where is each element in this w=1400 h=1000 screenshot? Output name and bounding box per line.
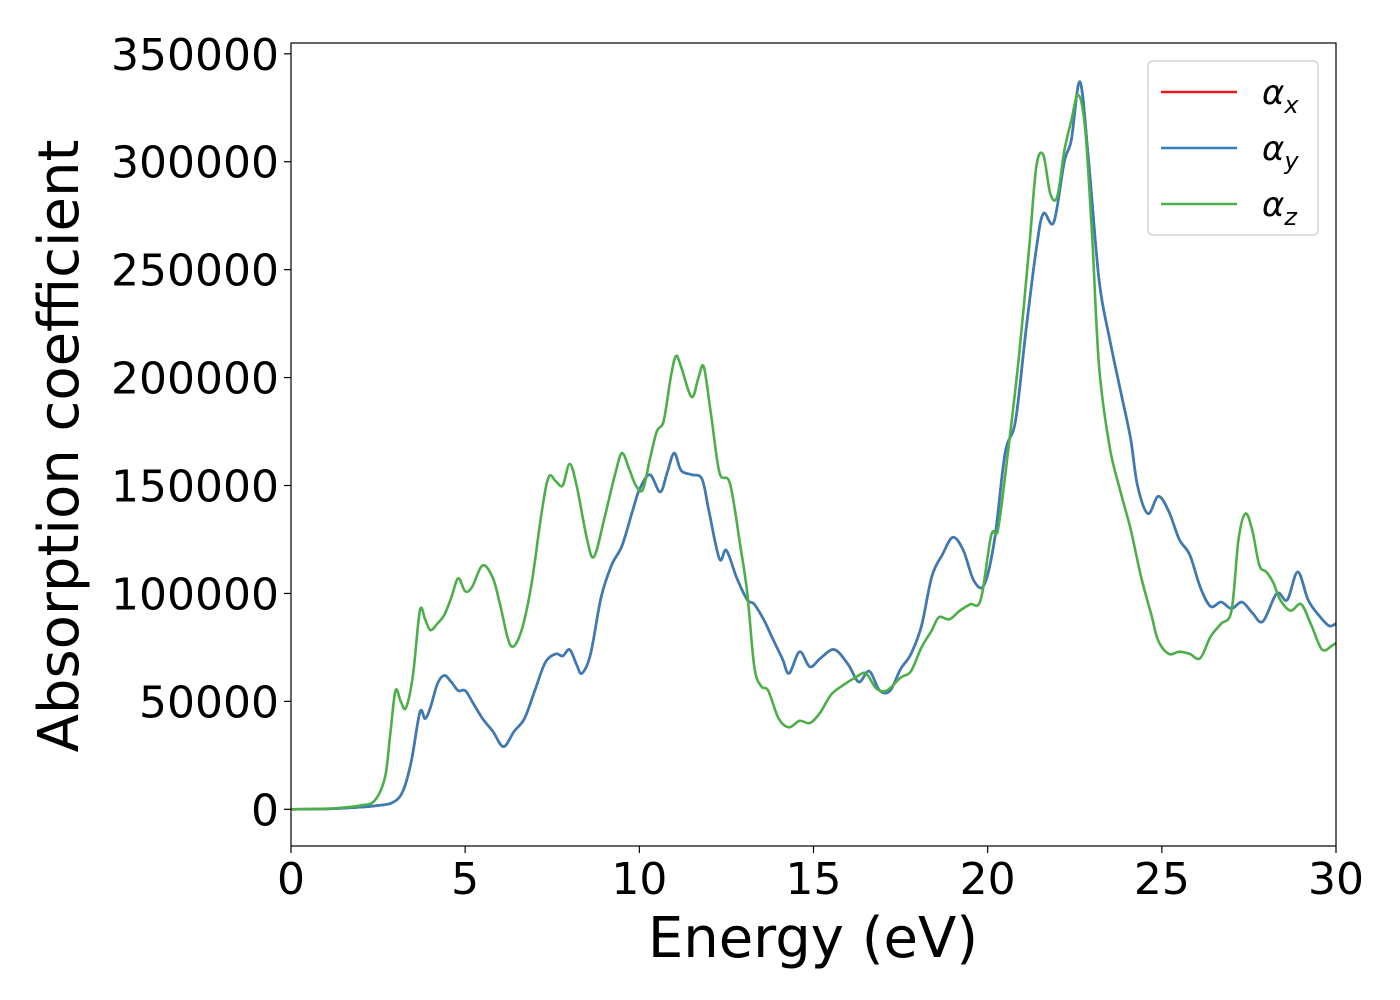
y-tick-label: 50000 xyxy=(139,677,279,728)
y-tick-label: 0 xyxy=(251,785,279,836)
x-tick-label: 0 xyxy=(277,854,305,905)
y-tick-label: 100000 xyxy=(111,569,279,620)
y-tick-label: 200000 xyxy=(111,354,279,405)
x-tick-label: 10 xyxy=(611,854,667,905)
y-tick-label: 150000 xyxy=(111,462,279,513)
x-axis: 0 5 10 15 20 25 30 xyxy=(277,846,1364,905)
series-line-alpha-z xyxy=(291,93,1336,811)
x-tick-label: 25 xyxy=(1134,854,1190,905)
x-tick-label: 20 xyxy=(960,854,1016,905)
y-tick-label: 250000 xyxy=(111,246,279,297)
y-axis: 0 50000 100000 150000 200000 250000 300000 3500… xyxy=(111,30,291,836)
series-layer xyxy=(291,80,1336,811)
x-tick-label: 5 xyxy=(451,854,479,905)
x-tick-label: 15 xyxy=(786,854,842,905)
y-axis-title: Absorption coefficient xyxy=(27,140,92,753)
x-axis-title: Energy (eV) xyxy=(648,906,978,971)
y-tick-label: 350000 xyxy=(111,30,279,81)
series-line-alpha-y xyxy=(291,80,1336,811)
x-tick-label: 30 xyxy=(1308,854,1364,905)
y-tick-label: 300000 xyxy=(111,138,279,189)
